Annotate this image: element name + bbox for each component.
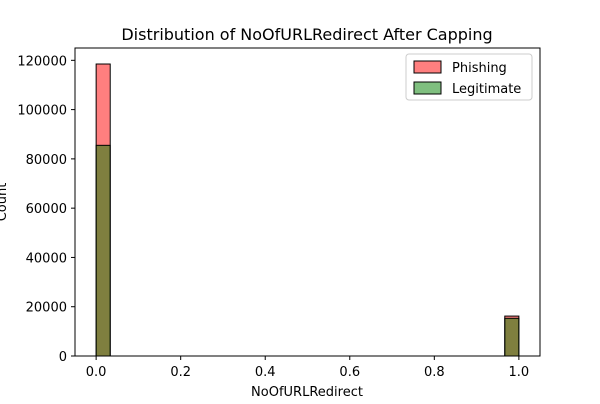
x-tick-label: 0.4 xyxy=(255,365,276,380)
x-tick-label: 0.6 xyxy=(339,365,360,380)
legend-swatch-legitimate xyxy=(413,81,442,95)
legend: Phishing Legitimate xyxy=(405,53,533,101)
legend-label-phishing: Phishing xyxy=(452,61,507,76)
plot-frame xyxy=(74,47,541,357)
x-tick-label: 1.0 xyxy=(509,365,530,380)
axes-layer: 0.0 0.2 0.4 0.6 0.8 1.0 0 20000 40000 60000 80000 1… xyxy=(17,47,541,380)
y-tick-label: 40000 xyxy=(26,251,67,266)
y-tick-label: 80000 xyxy=(26,153,67,168)
x-axis-label: NoOfURLRedirect xyxy=(251,385,363,400)
y-tick-label: 100000 xyxy=(17,104,67,119)
bars-layer xyxy=(95,63,520,357)
bar-legitimate-1 xyxy=(504,317,520,357)
bar-legitimate-0 xyxy=(95,144,111,357)
y-tick-label: 20000 xyxy=(26,301,67,316)
legend-swatch-phishing xyxy=(413,60,442,74)
x-tick-label: 0.2 xyxy=(170,365,191,380)
legend-label-legitimate: Legitimate xyxy=(452,82,521,97)
y-tick-label: 120000 xyxy=(17,54,67,69)
x-tick-label: 0.0 xyxy=(86,365,107,380)
chart-title: Distribution of NoOfURLRedirect After Ca… xyxy=(121,25,492,44)
y-tick-label: 0 xyxy=(59,350,67,365)
y-tick-label: 60000 xyxy=(26,202,67,217)
y-axis-label: Count xyxy=(0,183,10,222)
x-tick-label: 0.8 xyxy=(424,365,445,380)
